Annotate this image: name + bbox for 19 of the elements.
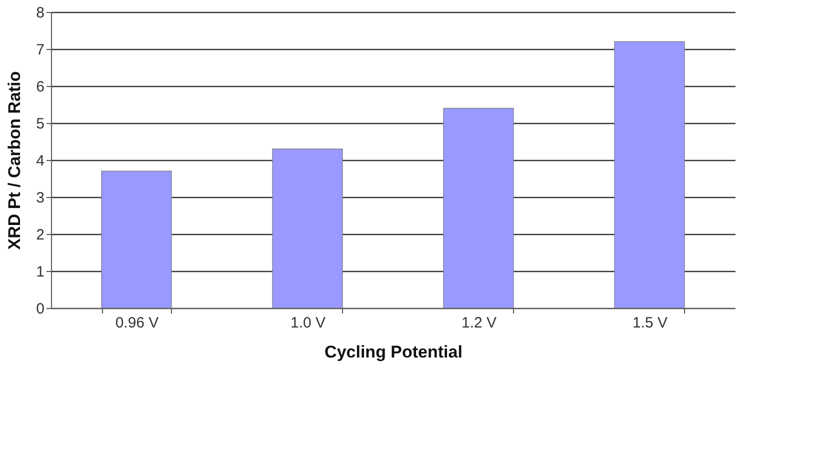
- bar: [101, 170, 172, 308]
- x-tick-label: 1.2 V: [461, 314, 497, 332]
- bar: [272, 148, 343, 308]
- y-tick-label: 7: [36, 42, 44, 58]
- x-axis-title: Cycling Potential: [324, 342, 462, 362]
- y-tick-label: 1: [36, 264, 44, 280]
- bar: [443, 108, 514, 308]
- y-tick-label: 4: [36, 152, 44, 170]
- y-tick-label: 3: [36, 190, 44, 206]
- y-axis-title: XRD Pt / Carbon Ratio: [5, 71, 24, 250]
- y-tick-label: 8: [36, 4, 44, 22]
- bar: [614, 41, 685, 308]
- x-tick-label: 0.96 V: [115, 314, 159, 332]
- x-tick-label: 1.5 V: [632, 314, 668, 332]
- x-tick-label: 1.0 V: [290, 314, 326, 332]
- y-tick-label: 2: [36, 226, 44, 244]
- y-tick-label: 0: [36, 300, 44, 318]
- y-tick-label: 5: [36, 116, 44, 132]
- y-tick-label: 6: [36, 78, 44, 96]
